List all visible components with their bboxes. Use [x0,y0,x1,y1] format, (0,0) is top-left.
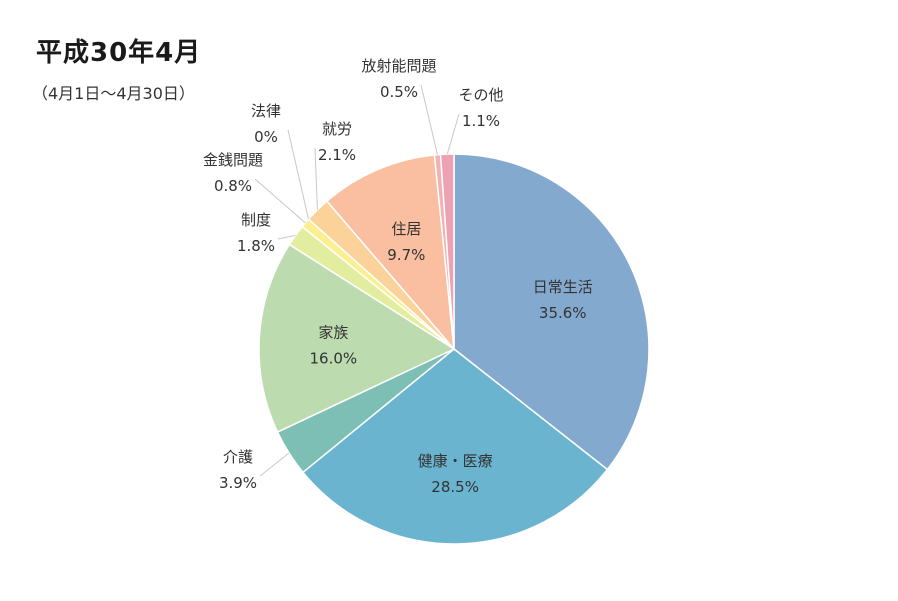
slice-category-label: 健康・医療 [418,452,493,470]
leader-line [420,84,438,155]
leader-line [277,234,296,240]
slice-category-label: 法律 [251,102,281,120]
slice-value-label: 9.7% [387,246,425,264]
slice-category-label: 金銭問題 [203,151,263,169]
slice-category-label: 住居 [391,220,421,238]
leader-line [446,113,460,155]
pie-slice [453,153,650,471]
slice-value-label: 0.5% [380,83,418,101]
slice-value-label: 1.1% [462,112,500,130]
slice-value-label: 0% [254,128,278,146]
leader-line [254,178,306,224]
pie-slice [258,243,456,434]
pie-slice [325,154,455,352]
pie-slice [301,348,609,545]
leader-line [314,147,318,210]
pie-slices [258,153,650,545]
slice-category-label: 介護 [223,448,253,466]
slice-value-label: 3.9% [219,474,257,492]
slice-value-label: 28.5% [431,478,479,496]
leader-lines [254,84,460,477]
slice-category-label: 日常生活 [533,278,593,296]
slice-category-label: 就労 [322,120,352,138]
slice-value-label: 16.0% [310,349,358,367]
pie-slice [439,153,455,350]
slice-category-label: 家族 [318,323,348,341]
leader-line [259,452,290,477]
chart-subtitle: （4月1日〜4月30日） [32,84,195,103]
slice-value-label: 35.6% [539,304,587,322]
chart-title: 平成30年4月 [36,38,202,68]
slice-value-label: 1.8% [237,237,275,255]
slice-value-label: 2.1% [318,146,356,164]
slice-category-label: その他 [458,86,503,104]
slice-category-label: 制度 [241,211,271,229]
slice-category-label: 放射能問題 [361,57,436,75]
slice-labels: 日常生活 35.6% 健康・医療 28.5% 介護 3.9% 家族 16.0% 制度 1.8% 金銭… [203,57,593,496]
slice-value-label: 0.8% [214,177,252,195]
leader-line [287,129,310,220]
